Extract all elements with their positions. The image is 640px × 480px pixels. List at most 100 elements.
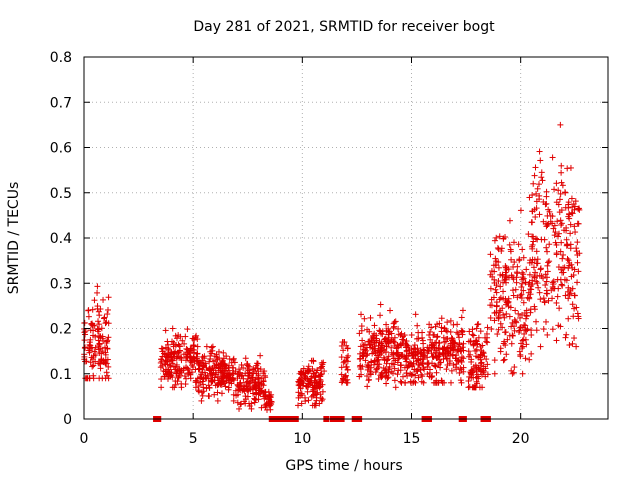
data-point: [357, 343, 364, 350]
data-point: [183, 364, 190, 371]
data-point: [104, 356, 111, 363]
data-point: [424, 361, 431, 368]
data-point: [252, 382, 259, 389]
data-point: [517, 207, 524, 214]
data-point: [221, 365, 228, 372]
data-point: [165, 346, 172, 353]
data-point: [544, 248, 551, 255]
data-point: [378, 340, 385, 347]
data-point: [247, 386, 254, 393]
data-point: [435, 340, 442, 347]
data-point: [512, 318, 519, 325]
y-tick-label: 0.6: [50, 141, 72, 157]
data-point: [94, 325, 101, 332]
data-point: [571, 266, 578, 273]
data-point: [164, 358, 171, 365]
data-point: [397, 378, 404, 385]
data-point: [313, 394, 320, 401]
data-point: [543, 244, 550, 251]
data-point: [497, 320, 504, 327]
data-point: [549, 295, 556, 302]
data-point: [200, 381, 207, 388]
data-point: [425, 360, 432, 367]
data-point: [435, 353, 442, 360]
data-point: [412, 311, 419, 318]
data-point: [305, 367, 312, 374]
data-point: [523, 341, 530, 348]
data-point: [496, 296, 503, 303]
data-point: [406, 350, 413, 357]
data-point: [415, 361, 422, 368]
data-point: [523, 307, 530, 314]
data-point: [300, 365, 307, 372]
data-point: [507, 304, 514, 311]
data-point: [472, 384, 479, 391]
data-point: [236, 405, 243, 412]
data-point: [314, 389, 321, 396]
data-point: [219, 376, 226, 383]
data-point: [570, 313, 577, 320]
data-point: [340, 347, 347, 354]
data-point: [469, 326, 476, 333]
data-point: [509, 287, 516, 294]
data-point: [220, 349, 227, 356]
data-point: [100, 357, 107, 364]
data-point: [181, 340, 188, 347]
data-point: [413, 358, 420, 365]
data-point: [530, 180, 537, 187]
data-point: [551, 186, 558, 193]
data-point: [159, 348, 166, 355]
data-point: [170, 341, 177, 348]
data-point: [551, 232, 558, 239]
data-point: [534, 185, 541, 192]
data-point: [172, 332, 179, 339]
data-point: [473, 338, 480, 345]
data-point: [459, 328, 466, 335]
data-point: [411, 378, 418, 385]
data-point: [194, 350, 201, 357]
data-point: [562, 292, 569, 299]
data-point: [381, 367, 388, 374]
data-point: [195, 387, 202, 394]
data-point: [219, 375, 226, 382]
data-point: [404, 372, 411, 379]
data-point: [245, 380, 252, 387]
data-point: [418, 371, 425, 378]
data-point: [575, 205, 582, 212]
data-point: [246, 370, 253, 377]
data-point: [480, 369, 487, 376]
data-point: [556, 209, 563, 216]
data-point: [519, 343, 526, 350]
data-point: [513, 269, 520, 276]
data-point: [504, 336, 511, 343]
data-point: [502, 342, 509, 349]
data-point: [195, 383, 202, 390]
data-point: [426, 366, 433, 373]
data-point: [502, 329, 509, 336]
data-point: [566, 291, 573, 298]
data-point: [190, 342, 197, 349]
data-point: [491, 317, 498, 324]
data-point: [388, 336, 395, 343]
data-point: [361, 315, 368, 322]
data-point: [448, 342, 455, 349]
data-point: [200, 360, 207, 367]
data-point: [343, 354, 350, 361]
data-point: [538, 174, 545, 181]
data-point: [475, 321, 482, 328]
data-point: [158, 384, 165, 391]
data-point: [478, 366, 485, 373]
data-point: [544, 222, 551, 229]
data-point: [493, 289, 500, 296]
y-tick-label: 0.2: [50, 322, 72, 338]
data-point: [96, 350, 103, 357]
data-point: [340, 375, 347, 382]
data-point: [391, 323, 398, 330]
data-point: [303, 383, 310, 390]
data-point: [391, 377, 398, 384]
data-point: [383, 327, 390, 334]
data-point: [207, 348, 214, 355]
data-point: [257, 352, 264, 359]
data-point: [377, 345, 384, 352]
data-point: [473, 337, 480, 344]
